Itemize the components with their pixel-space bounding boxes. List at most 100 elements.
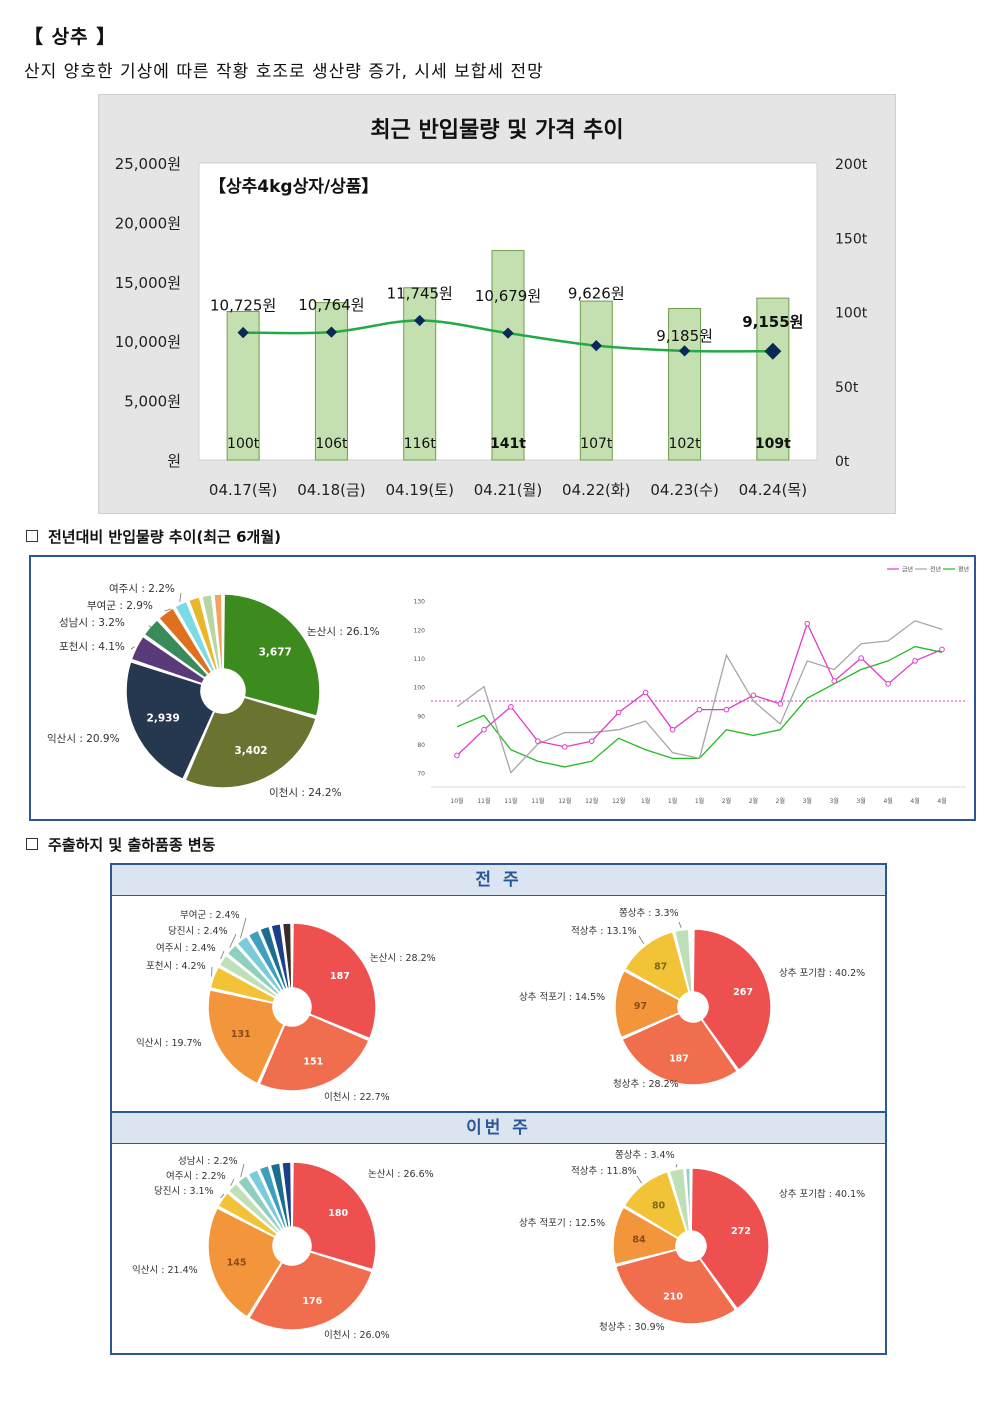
donut-slice-label: 적상추 : 11.8% (571, 1165, 637, 1177)
donut-value-label: 210 (663, 1291, 683, 1302)
donut-slice-label: 당진시 : 3.1% (154, 1186, 214, 1197)
x-axis-date-label: 04.24(목) (739, 481, 807, 499)
left-axis-tick: 10,000원 (115, 333, 181, 351)
donut-slice-label: 쫑상추 : 3.4% (615, 1150, 675, 1161)
volume-bar (579, 300, 613, 461)
donut-leader-line (130, 646, 135, 650)
donut-slice-label: 청상추 : 28.2% (613, 1079, 679, 1090)
legend-label: 평년 (958, 566, 969, 574)
section-shipping: 주출하지 및 출하품종 변동 (26, 834, 215, 855)
series-point (939, 646, 945, 653)
x-axis-date-label: 04.17(목) (209, 481, 277, 499)
x-axis-tick: 4월 (883, 797, 892, 805)
price-marker (502, 327, 514, 339)
volume-bar (668, 308, 702, 461)
left-axis-tick: 원 (167, 452, 181, 470)
price-marker (237, 326, 249, 339)
product-spec-label: 【상추4kg상자/상품】 (209, 176, 378, 197)
donut-slice-label: 상추 적포기 : 14.5% (519, 991, 605, 1003)
donut-slice (291, 922, 377, 1040)
donut-slice-label: 부여군 : 2.4% (180, 909, 240, 921)
series-point (777, 701, 784, 707)
series-point (723, 706, 730, 713)
right-axis-tick: 0t (835, 454, 850, 470)
yoy-line-chart: 130 120 110 100 90 80 70 10월 11월 11월 11월 12월 12월 12월 1… (414, 566, 970, 806)
donut-leader-line (164, 608, 172, 612)
volume-bar-label: 141t (490, 436, 526, 452)
donut-slice-label: 청상추 : 30.9% (599, 1322, 665, 1333)
donut-leader-line (229, 933, 237, 948)
donut-slice (184, 696, 317, 789)
price-marker (678, 345, 691, 357)
series-line (456, 645, 943, 768)
donut-slice-label: 익산시 : 20.9% (47, 733, 120, 745)
donut-slice-label: 성남시 : 3.2% (59, 617, 125, 629)
arrival-price-chart-svg: 최근 반입물량 및 가격 추이 【상추4kg상자/상품】 25,000원 20,000… (115, 118, 868, 499)
price-label: 10,725원 (210, 297, 276, 315)
series-point (615, 709, 622, 716)
donut-leader-line (675, 1163, 678, 1168)
donut-slice (222, 593, 321, 718)
series-point (481, 726, 487, 733)
checkbox-square-icon (26, 838, 38, 850)
donut-slice (281, 922, 293, 989)
price-marker (414, 314, 426, 327)
x-axis-date-label: 04.23(수) (650, 481, 718, 499)
series-point (561, 744, 568, 750)
donut-value-label: 187 (330, 971, 350, 982)
volume-bar-label: 107t (580, 436, 613, 452)
series-line (456, 620, 943, 774)
x-axis-tick: 1월 (668, 797, 677, 805)
checkbox-square-icon (26, 530, 38, 542)
x-axis-tick: 12월 (558, 797, 571, 805)
y-axis-tick: 130 (414, 599, 426, 606)
price-label: 9,626원 (568, 285, 625, 303)
series-point (912, 658, 918, 664)
donut-slice-label: 포천시 : 4.1% (59, 641, 125, 653)
curr-variety-donut: 272 상추 포기찹 : 40.1% 210 청상추 : 30.9% 84 상추 적포기 … (519, 1150, 865, 1333)
donut-value-label: 272 (731, 1226, 751, 1237)
donut-slice-label: 포천시 : 4.2% (146, 961, 206, 972)
donut-slice-label: 이천시 : 24.2% (269, 787, 342, 799)
donut-value-label: 180 (328, 1208, 348, 1219)
series-point (696, 706, 703, 713)
series-point (831, 678, 838, 684)
donut-value-label: 2,939 (147, 713, 180, 725)
x-axis-tick: 10월 (450, 797, 463, 805)
section-yoy-title: 전년대비 반입물량 추이(최근 6개월) (48, 528, 282, 546)
legend-label: 전년 (930, 566, 941, 574)
section-shipping-title: 주출하지 및 출하품종 변동 (48, 836, 216, 854)
x-axis-date-label: 04.19(토) (385, 481, 453, 499)
series-point (750, 692, 757, 699)
left-axis-tick: 15,000원 (115, 274, 181, 292)
chart-title: 최근 반입물량 및 가격 추이 (370, 118, 623, 143)
y-axis-tick: 110 (414, 656, 426, 663)
x-axis-tick: 3월 (830, 797, 839, 805)
volume-bar-label: 109t (755, 436, 791, 452)
x-axis-tick: 4월 (910, 797, 919, 805)
series-point (454, 752, 460, 759)
volume-bar-label: 102t (668, 436, 701, 452)
series-point (588, 738, 595, 744)
donut-slice (213, 593, 224, 670)
price-label: 11,745원 (387, 284, 453, 302)
yoy-panel: 3,677 논산시 : 26.1% 3,402 이천시 : 24.2% 2,939 익산시… (29, 555, 976, 821)
donut-slice-label: 쫑상추 : 3.3% (619, 908, 679, 919)
series-point (669, 726, 676, 733)
x-axis-tick: 12월 (612, 797, 625, 805)
shipping-panel: 전 주 187 논산시 : 28.2% 151 이천시 : 22.7% 131 익산시 :… (110, 863, 887, 1355)
donut-slice (623, 1170, 688, 1240)
donut-value-label: 80 (652, 1201, 666, 1212)
price-label: 9,155원 (742, 313, 803, 331)
legend-label: 금년 (902, 566, 913, 574)
donut-value-label: 84 (632, 1235, 646, 1246)
donut-leader-line (148, 625, 152, 628)
volume-bar-label: 100t (227, 436, 260, 452)
x-axis-tick: 3월 (803, 797, 812, 805)
donut-value-label: 267 (733, 987, 753, 998)
donut-slice (612, 1206, 680, 1266)
donut-slice (690, 1167, 770, 1310)
page-subtitle: 산지 양호한 기상에 따른 작황 호조로 생산량 증가, 시세 보합세 전망 (24, 62, 544, 82)
donut-slice-label: 여주시 : 2.2% (166, 1170, 226, 1182)
donut-slice (620, 1012, 739, 1086)
